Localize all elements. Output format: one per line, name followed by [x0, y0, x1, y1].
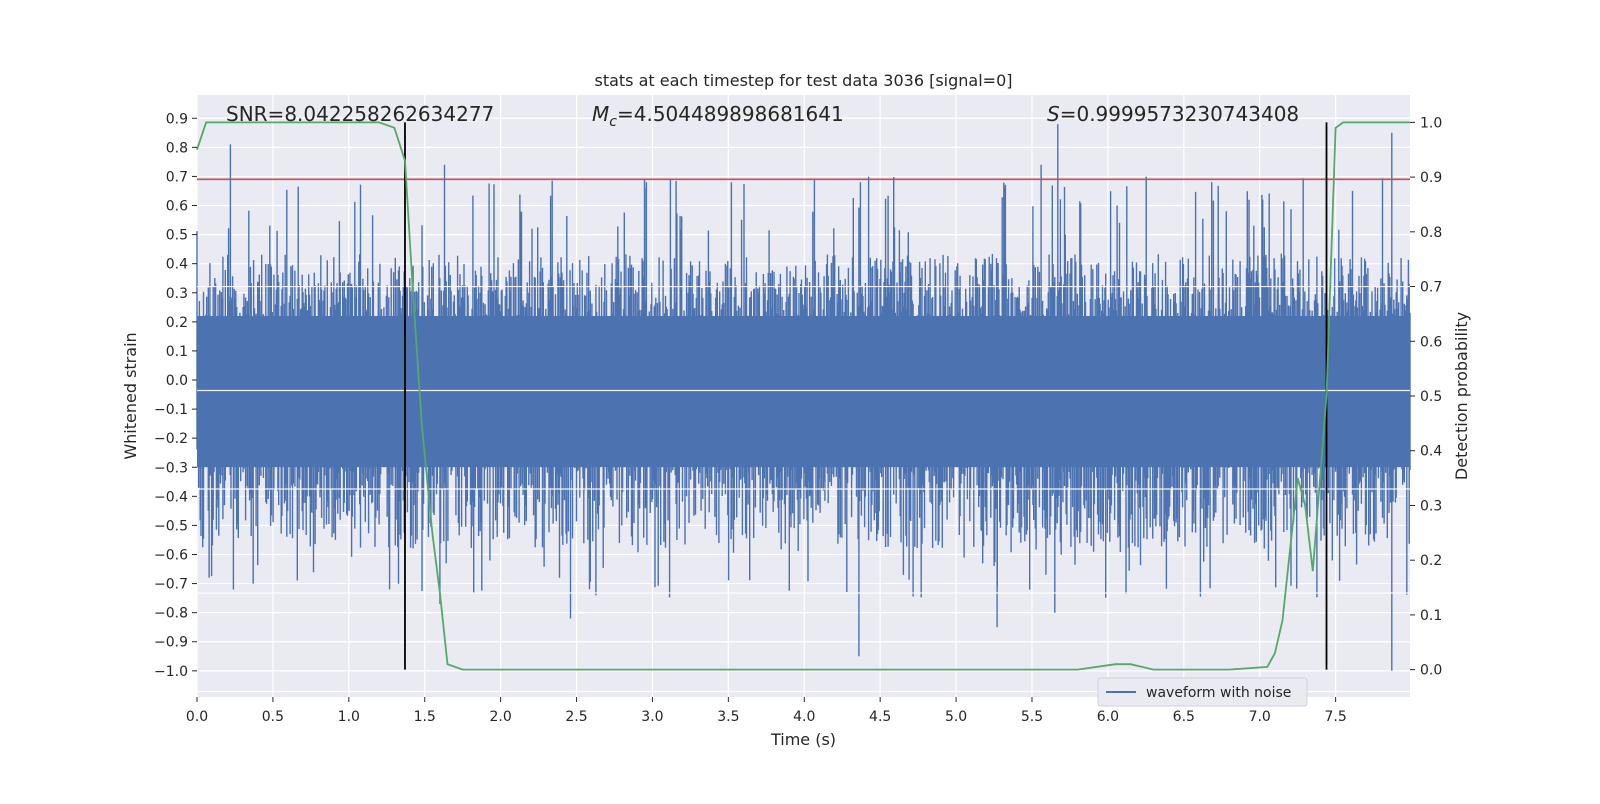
y-tick-label: −0.1 [154, 402, 188, 418]
y-tick-label: −1.0 [154, 664, 188, 680]
snr-value: 8.042258262634277 [284, 102, 494, 126]
y-ticks: 0.9 0.8 0.7 0.6 0.5 0.4 0.3 0.2 0.1 0.0 −0.1 −0.2 −0… [154, 111, 197, 680]
y-tick-label: 0.1 [166, 344, 188, 360]
x-tick-label: 3.0 [641, 709, 663, 725]
y-tick-label: 0.3 [166, 286, 188, 302]
x-tick-label: 2.5 [565, 709, 587, 725]
y-tick-label: 0.5 [166, 228, 188, 244]
y-axis-label: Whitened strain [121, 332, 140, 459]
mc-subscript: c [609, 114, 617, 130]
y2-tick-label: 1.0 [1420, 115, 1442, 131]
y2-tick-label: 0.1 [1420, 608, 1442, 624]
mc-value: 4.504489898681641 [634, 102, 844, 126]
y-tick-label: −0.6 [154, 547, 188, 563]
y-tick-label: −0.7 [154, 577, 188, 593]
y-tick-label: −0.2 [154, 431, 188, 447]
snr-annotation: SNR=8.042258262634277 [226, 102, 494, 126]
y2-tick-label: 0.6 [1420, 334, 1442, 350]
y2-axis-label: Detection probability [1452, 312, 1471, 480]
y-tick-label: −0.5 [154, 518, 188, 534]
y2-tick-label: 0.4 [1420, 444, 1442, 460]
y-tick-label: −0.8 [154, 606, 188, 622]
mc-equals: = [617, 102, 634, 126]
x-tick-label: 7.0 [1249, 709, 1271, 725]
s-value: 0.9999573230743408 [1076, 102, 1299, 126]
x-tick-label: 5.0 [945, 709, 967, 725]
waveform-core [197, 316, 1410, 468]
y-tick-label: 0.0 [166, 373, 188, 389]
y-tick-label: 0.4 [166, 257, 188, 273]
x-tick-label: 5.5 [1021, 709, 1043, 725]
x-tick-label: 4.0 [793, 709, 815, 725]
x-tick-label: 3.5 [717, 709, 739, 725]
s-symbol: S [1047, 102, 1060, 126]
y2-tick-label: 0.3 [1420, 498, 1442, 514]
s-equals: = [1060, 102, 1077, 126]
y-tick-label: −0.4 [154, 489, 188, 505]
y2-tick-label: 0.0 [1420, 663, 1442, 679]
mc-symbol: M [592, 102, 609, 126]
x-tick-label: 6.0 [1097, 709, 1119, 725]
x-tick-label: 4.5 [869, 709, 891, 725]
legend-box [1097, 677, 1308, 707]
y-tick-label: −0.3 [154, 460, 188, 476]
y-tick-label: 0.7 [166, 169, 188, 185]
mc-annotation: Mc=4.504489898681641 [592, 102, 844, 130]
y2-tick-label: 0.9 [1420, 170, 1442, 186]
x-tick-label: 2.0 [489, 709, 511, 725]
legend: waveform with noise [1097, 677, 1308, 707]
chart-title: stats at each timestep for test data 303… [594, 71, 1012, 90]
y2-tick-label: 0.8 [1420, 225, 1442, 241]
x-ticks: 0.0 0.5 1.0 1.5 2.0 2.5 3.0 3.5 4.0 4.5 5.0 5.5 6.0 6… [186, 697, 1347, 725]
x-tick-label: 1.5 [414, 709, 436, 725]
y-tick-label: −0.9 [154, 635, 188, 651]
y2-ticks: 1.0 0.9 0.8 0.7 0.6 0.5 0.4 0.3 0.2 0.1 0.0 [1410, 115, 1442, 679]
x-tick-label: 7.5 [1324, 709, 1346, 725]
y-tick-label: 0.8 [166, 140, 188, 156]
s-annotation: S=0.9999573230743408 [1047, 102, 1299, 126]
x-tick-label: 6.5 [1173, 709, 1195, 725]
x-tick-label: 0.0 [186, 709, 208, 725]
legend-label-waveform: waveform with noise [1146, 685, 1291, 701]
y-tick-label: 0.6 [166, 199, 188, 215]
snr-prefix: SNR= [226, 102, 284, 126]
y-tick-label: 0.9 [166, 111, 188, 127]
x-axis-label: Time (s) [770, 730, 836, 749]
probability-series [196, 121, 1410, 671]
x-tick-label: 1.0 [338, 709, 360, 725]
y-tick-label: 0.2 [166, 315, 188, 331]
y2-tick-label: 0.7 [1420, 280, 1442, 296]
x-tick-label: 0.5 [262, 709, 284, 725]
y2-tick-label: 0.5 [1420, 389, 1442, 405]
y2-tick-label: 0.2 [1420, 553, 1442, 569]
waveform-series [196, 124, 1411, 693]
